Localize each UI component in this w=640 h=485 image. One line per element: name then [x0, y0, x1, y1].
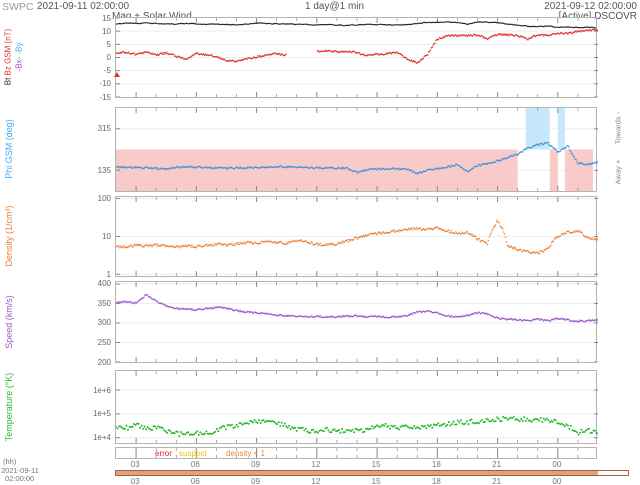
legend-density-lt-1: density < 1: [226, 449, 265, 458]
x-tick-label: 09: [251, 477, 261, 485]
towards-sector-label: Towards -: [613, 111, 623, 145]
y-tick-label: 0: [106, 53, 111, 62]
bt-axis-label: Bt: [3, 77, 13, 86]
data-source-status: [Active] DSCOVR: [558, 10, 637, 22]
y-tick-label: 1e+6: [92, 385, 111, 395]
legend-suspect: suspect: [179, 449, 207, 458]
y-tick-label: -5: [103, 66, 111, 76]
legend-error: error: [155, 449, 172, 458]
x-tick-label: 03: [130, 477, 140, 485]
plot-cadence: 1 day@1 min: [305, 1, 365, 12]
speed-axis-title: Speed (km/s): [4, 295, 14, 349]
y-tick-label: 135: [97, 165, 111, 175]
status-timeline-fill: [116, 471, 598, 475]
plot-title: Mag + Solar Wind: [112, 10, 192, 22]
temperature-panel: [115, 370, 598, 444]
y-tick-label: 10: [102, 26, 111, 36]
x-tick-label: 06: [190, 477, 200, 485]
y-tick-label: 350: [97, 298, 111, 308]
phi-axis-title: Phi GSM (deg): [4, 119, 14, 179]
x-tick-label: 18: [431, 460, 441, 469]
y-tick-label: -15: [99, 92, 111, 102]
y-tick-label: 5: [106, 39, 111, 49]
y-tick-label: -10: [99, 79, 111, 89]
y-tick-label: 1e+4: [92, 433, 111, 443]
x-tick-label: 09: [251, 460, 261, 469]
x-tick-label: 00: [552, 477, 562, 485]
x-tick-label: 15: [371, 460, 381, 469]
y-tick-label: 250: [97, 337, 111, 347]
swpc-brand: SWPC: [2, 1, 34, 13]
y-tick-label: 10: [102, 231, 111, 241]
footer-start-date: 2021-09-11: [1, 466, 39, 475]
density-axis-title: Density (1/cm³): [4, 205, 14, 267]
bx-axis-label: -Bx-: [14, 56, 24, 72]
x-tick-label: 21: [492, 477, 502, 485]
x-tick-label: 12: [311, 460, 321, 469]
x-tick-label: 03: [130, 460, 140, 469]
speed-panel: [115, 281, 598, 363]
footer-start-time: 02:00:00: [5, 473, 35, 483]
y-tick-label: 15: [102, 13, 111, 23]
y-tick-label: 315: [97, 124, 111, 134]
by-axis-label: -By: [14, 42, 24, 55]
away-sector-label: Away +: [613, 159, 623, 185]
x-tick-label: 00: [552, 460, 562, 469]
x-tick-label: 21: [492, 460, 502, 469]
phi-panel: [115, 107, 598, 192]
x-tick-label: 15: [371, 477, 381, 485]
mag-axis-title: Bt Bz GSM (nT): [4, 29, 13, 85]
x-tick-label: 12: [311, 477, 321, 485]
bz-axis-label: Bz GSM (nT): [3, 28, 13, 76]
plot-start-datetime: 2021-09-11 02:00:00: [37, 1, 130, 12]
y-tick-label: 200: [97, 357, 111, 367]
status-timeline-bar: [115, 470, 629, 476]
y-tick-label: 300: [97, 318, 111, 328]
qc-strip: [115, 447, 597, 459]
y-tick-label: 1e+5: [92, 409, 111, 419]
offscale-marker: [114, 72, 120, 77]
plot-end-datetime: 2021-09-12 02:00:00: [544, 1, 637, 12]
mag-panel: [115, 17, 598, 98]
density-panel: [115, 196, 598, 277]
y-tick-label: 1: [106, 269, 111, 279]
y-tick-label: 100: [97, 194, 111, 204]
x-tick-label: 18: [431, 477, 441, 485]
y-tick-label: 400: [97, 279, 111, 289]
footer-start-datetime: 2021-09-11 02:00:00: [1, 467, 39, 482]
temperature-axis-title: Temperature (°K): [4, 372, 14, 442]
mag-axis-title-2: -Bx- -By: [15, 43, 24, 72]
x-tick-label: 06: [190, 460, 200, 469]
hh-axis-unit: (hh): [3, 457, 17, 466]
